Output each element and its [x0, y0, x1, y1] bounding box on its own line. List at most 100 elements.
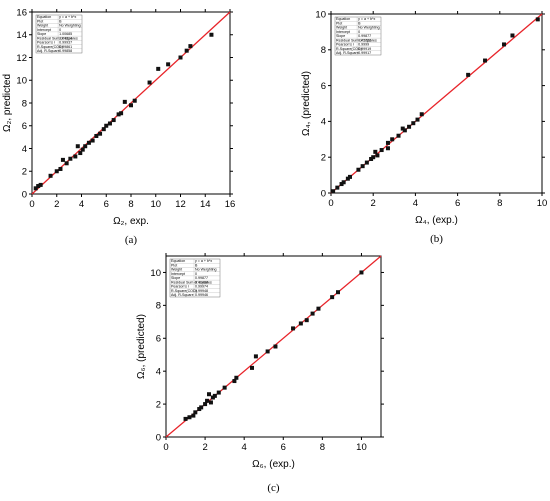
chart-panel-1: 0 2 4 6 8 10 0 2 4 6 8 10 Ω₄, (exp.) Ω₄, (predicted) (…: [301, 9, 547, 245]
stats-value: 0: [195, 272, 197, 276]
y-tick-label: 4: [321, 117, 326, 128]
data-point: [411, 121, 416, 126]
stats-value: B: [195, 263, 198, 267]
stats-key: Slope: [336, 34, 345, 38]
x-axis-label: Ω₂, exp.: [113, 216, 149, 227]
data-point: [402, 128, 407, 133]
data-point: [336, 290, 340, 295]
stats-value: No Weighting: [59, 24, 81, 28]
x-tick-label: 8: [497, 198, 502, 209]
panel-label: (b): [430, 233, 443, 245]
stats-value: 0.99948: [195, 289, 208, 293]
stats-value: 0.99861: [59, 45, 72, 49]
x-tick-label: 6: [104, 199, 109, 210]
data-point: [207, 392, 211, 397]
x-tick-label: 16: [225, 199, 236, 210]
x-axis-label: Ω₆, (exp.): [252, 459, 295, 470]
data-point: [375, 153, 380, 158]
data-point: [222, 385, 227, 390]
y-tick-label: 12: [16, 53, 27, 64]
data-point: [330, 295, 335, 300]
stats-key: Adj. R-Square: [37, 49, 60, 53]
data-point: [90, 138, 95, 143]
stats-key: Pearson's r: [171, 285, 190, 289]
data-point: [104, 123, 109, 128]
stats-value: No Weighting: [195, 268, 217, 272]
data-point: [60, 157, 65, 162]
data-point: [94, 133, 99, 138]
x-tick-label: 4: [242, 442, 247, 453]
stats-table-frame: [334, 16, 382, 56]
x-tick-label: 10: [356, 442, 367, 453]
stats-key: R-Square(COD): [37, 45, 63, 49]
data-point: [400, 126, 405, 131]
data-point: [216, 390, 221, 395]
data-point: [390, 137, 395, 142]
data-point: [147, 80, 152, 85]
data-point: [129, 103, 133, 108]
data-point: [359, 270, 364, 275]
data-point: [132, 98, 137, 103]
panel-label: (c): [267, 482, 280, 494]
x-tick-label: 2: [202, 442, 207, 453]
x-tick-label: 4: [79, 199, 84, 210]
data-point: [331, 189, 336, 194]
x-tick-label: 6: [455, 198, 460, 209]
x-tick-label: 2: [54, 199, 59, 210]
x-tick-label: 8: [128, 199, 133, 210]
stats-key: Equation: [37, 15, 51, 19]
stats-value: 0: [59, 28, 61, 32]
data-point: [107, 121, 112, 126]
data-point: [193, 410, 198, 415]
data-point: [341, 180, 346, 185]
data-point: [48, 173, 53, 178]
x-tick-label: 14: [200, 199, 211, 210]
x-axis-label: Ω₄, (exp.): [415, 215, 458, 226]
stats-value: 0.99946: [195, 293, 208, 297]
data-point: [234, 375, 239, 380]
y-tick-label: 6: [321, 81, 326, 92]
data-point: [345, 176, 350, 181]
data-point: [209, 32, 214, 37]
y-axis-label: Ω₄, (predicted): [301, 71, 312, 136]
data-point: [38, 182, 43, 187]
x-tick-label: 10: [150, 199, 161, 210]
y-tick-label: 4: [156, 366, 161, 377]
data-point: [502, 42, 507, 47]
data-point: [80, 147, 85, 152]
x-tick-label: 2: [371, 198, 376, 209]
stats-value: 0.42722: [358, 38, 371, 42]
data-point: [178, 55, 183, 60]
stats-value: 0.99974: [195, 285, 208, 289]
y-tick-label: 8: [156, 301, 161, 312]
stats-key: Equation: [171, 259, 185, 263]
data-point: [64, 161, 69, 166]
stats-value: No Weighting: [358, 26, 380, 30]
data-point: [183, 416, 188, 421]
y-axis-label: Ω₆, (predicted): [136, 314, 147, 379]
stats-key: Adj. R-Square: [336, 51, 359, 55]
data-point: [191, 413, 196, 418]
stats-value: B: [358, 21, 361, 25]
stats-key: Weight: [171, 268, 182, 272]
data-point: [205, 398, 210, 403]
stats-key: Intercept: [171, 272, 185, 276]
stats-value: 0.41468: [195, 280, 208, 284]
data-point: [356, 167, 361, 172]
data-point: [208, 400, 213, 405]
stats-value: 0.99858: [59, 49, 72, 53]
data-point: [535, 17, 540, 22]
data-point: [122, 99, 127, 104]
stats-value: 0.99917: [358, 51, 371, 55]
x-tick-label: 0: [29, 199, 34, 210]
stats-table: Equation y = a + b*x Plot B Weight No Weighti…: [334, 16, 382, 56]
stats-table: Equation y = a + b*x Plot B Weight No Weighti…: [169, 258, 221, 298]
data-point: [415, 117, 420, 122]
stats-key: Intercept: [336, 30, 350, 34]
stats-value: 0.99919: [358, 47, 371, 51]
stats-value: 0.99877: [195, 276, 208, 280]
data-point: [33, 186, 38, 191]
data-point: [232, 379, 237, 384]
y-tick-label: 10: [315, 9, 326, 20]
